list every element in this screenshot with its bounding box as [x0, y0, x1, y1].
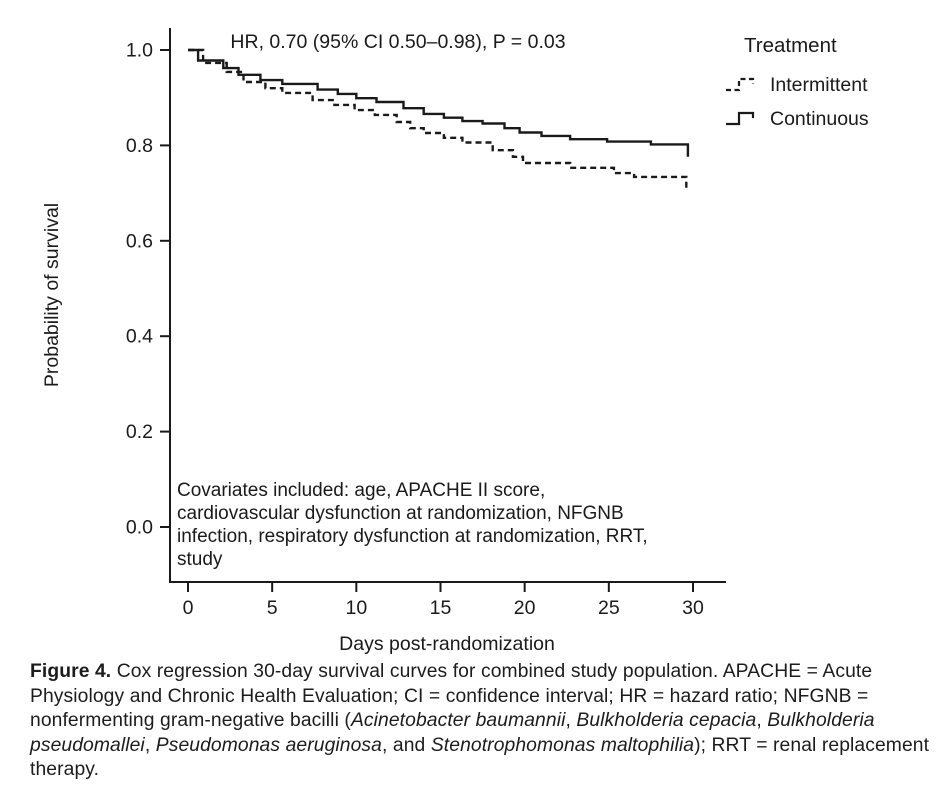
- y-tick-label: 0.0: [126, 517, 153, 539]
- x-tick-label: 5: [267, 597, 278, 619]
- caption-text: ); RRT = renal replacement therapy.: [30, 734, 930, 781]
- curve-intermittent: [188, 48, 688, 191]
- x-tick-label: 30: [682, 597, 704, 619]
- legend-label-intermittent: Intermittent: [770, 74, 868, 96]
- caption-species-name: Stenotrophomonas maltophilia: [430, 734, 695, 756]
- legend-symbol-dashed: [726, 77, 755, 92]
- covariates-note-line: study: [177, 549, 223, 570]
- curve-continuous: [188, 48, 690, 157]
- x-tick-label: 0: [183, 597, 194, 619]
- x-tick-label: 25: [598, 597, 620, 619]
- y-tick-label: 1.0: [126, 40, 153, 62]
- caption-text: , and: [381, 734, 431, 756]
- caption-text: ,: [756, 710, 768, 732]
- legend-title: Treatment: [744, 34, 837, 57]
- x-axis-title: Days post-randomization: [339, 633, 555, 655]
- covariates-note-line: infection, respiratory dysfunction at ra…: [177, 526, 648, 547]
- y-tick-label: 0.4: [126, 326, 153, 348]
- caption-species-name: Bulkholderia pseudomallei: [30, 710, 875, 756]
- caption-figure-number: Figure 4.: [30, 661, 112, 682]
- covariates-note-line: cardiovascular dysfunction at randomizat…: [177, 503, 624, 524]
- covariates-note-line: Covariates included: age, APACHE II scor…: [177, 480, 545, 501]
- legend-label-continuous: Continuous: [770, 108, 869, 130]
- y-tick-label: 0.2: [126, 421, 153, 443]
- legend-symbol-solid: [726, 111, 755, 126]
- caption-species-name: Bulkholderia cepacia: [576, 710, 757, 732]
- x-tick-label: 10: [345, 597, 367, 619]
- survival-plot: 0.0 0.2 0.4 0.6 0.8 1.0 0 5 10 15 20 25 30 Probabilit…: [41, 28, 869, 655]
- x-tick-label: 20: [514, 597, 536, 619]
- caption-species-name: Pseudomonas aeruginosa: [155, 734, 382, 756]
- caption-species-name: Acinetobacter baumannii: [350, 710, 566, 732]
- caption-text: ,: [565, 710, 577, 732]
- y-tick-label: 0.8: [126, 135, 153, 157]
- axes-frame: [169, 28, 726, 583]
- caption-text: ,: [144, 734, 156, 756]
- caption-text: Cox regression 30-day survival curves fo…: [30, 661, 873, 732]
- x-tick-label: 15: [430, 597, 452, 619]
- figure-caption: Figure 4. Cox regression 30-day survival…: [30, 660, 932, 783]
- y-axis-title: Probability of survival: [41, 203, 63, 387]
- y-tick-label: 0.6: [126, 230, 153, 252]
- hr-annotation: HR, 0.70 (95% CI 0.50–0.98), P = 0.03: [230, 31, 565, 53]
